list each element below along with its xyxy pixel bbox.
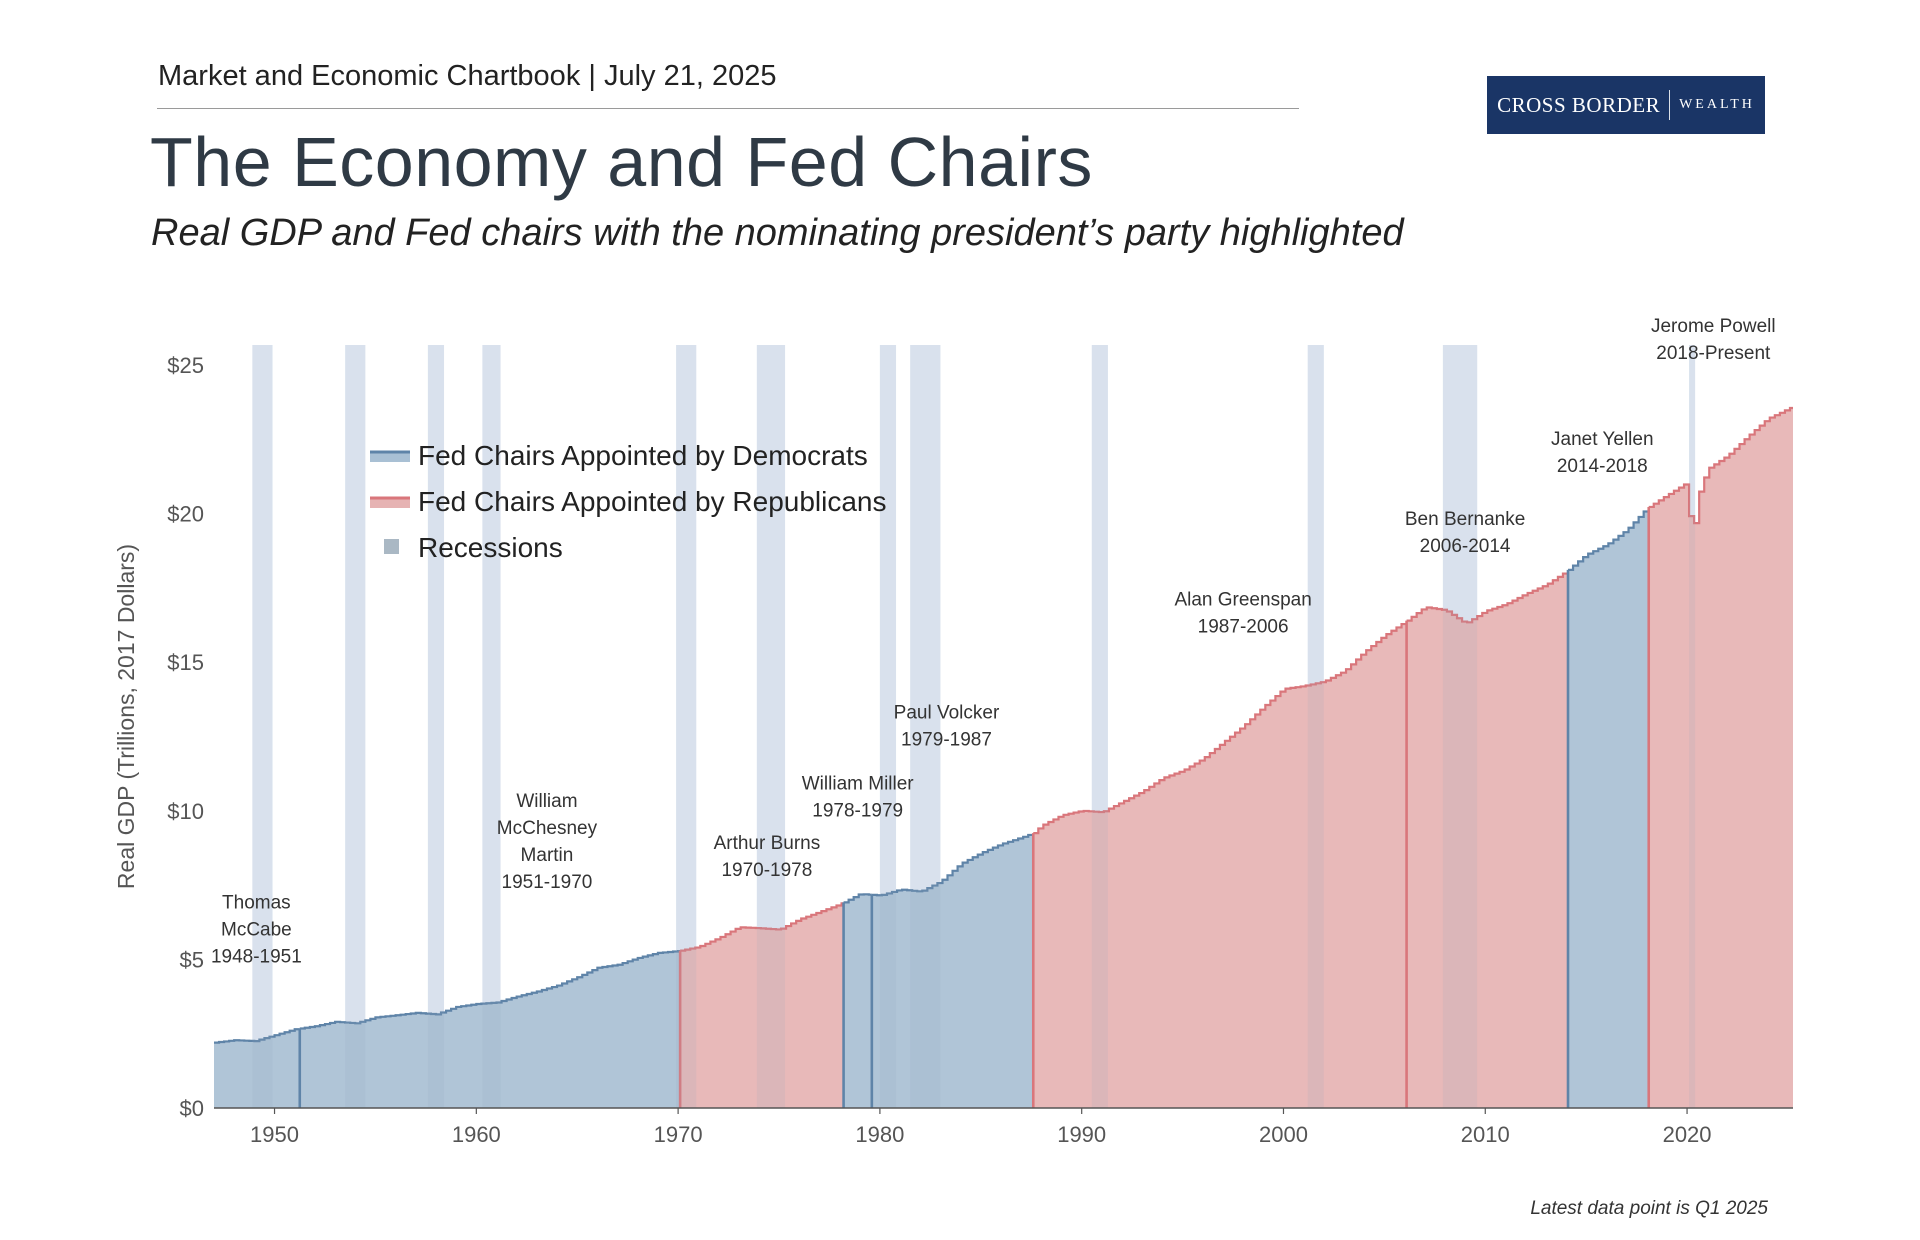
chair-label: Jerome Powell	[1651, 316, 1776, 337]
report-kicker: Market and Economic Chartbook | July 21,…	[158, 60, 777, 92]
y-tick-label: $25	[167, 353, 204, 378]
gdp-area-democrat	[214, 1029, 300, 1108]
y-tick-label: $5	[180, 947, 204, 972]
x-tick-label: 1960	[452, 1122, 501, 1147]
page-subtitle: Real GDP and Fed chairs with the nominat…	[151, 212, 1404, 254]
recession-overlay	[1307, 345, 1324, 1108]
y-tick-label: $0	[180, 1096, 204, 1121]
y-tick-label: $10	[167, 799, 204, 824]
chair-label: 2006-2014	[1420, 536, 1511, 557]
x-tick-label: 2000	[1259, 1122, 1308, 1147]
chair-label: Thomas	[222, 892, 291, 913]
gdp-area-democrat	[871, 834, 1034, 1108]
legend-swatch-recession	[384, 539, 399, 554]
chair-label: 1951-1970	[502, 872, 593, 893]
chair-label: 2018-Present	[1656, 343, 1771, 364]
header-divider	[157, 108, 1299, 109]
chair-label: Janet Yellen	[1551, 429, 1654, 450]
chair-label: Alan Greenspan	[1174, 589, 1311, 610]
chair-label: 2014-2018	[1557, 456, 1648, 477]
gdp-area-democrat	[299, 951, 681, 1108]
y-tick-label: $15	[167, 650, 204, 675]
legend-label: Fed Chairs Appointed by Republicans	[418, 486, 887, 517]
gdp-line-republican	[1406, 572, 1569, 624]
chair-label: William Miller	[802, 774, 915, 795]
gdp-line-democrat	[1568, 510, 1649, 571]
gdp-area-democrat	[843, 894, 872, 1108]
x-tick-label: 1990	[1057, 1122, 1106, 1147]
x-tick-label: 2020	[1663, 1122, 1712, 1147]
chair-label: McChesney	[497, 818, 598, 839]
gdp-line-democrat	[299, 949, 681, 1030]
logo-main-text: CROSS BORDER	[1497, 92, 1661, 117]
recession-overlay	[427, 345, 445, 1108]
chair-label: 1987-2006	[1198, 616, 1289, 637]
gdp-area-democrat	[1568, 511, 1649, 1108]
chair-label: William	[516, 791, 577, 812]
gdp-line-republican	[1033, 622, 1407, 835]
chair-label: 1979-1987	[901, 729, 992, 750]
gdp-area-republican	[1406, 573, 1569, 1108]
legend-label: Fed Chairs Appointed by Democrats	[418, 440, 868, 471]
x-tick-label: 1980	[855, 1122, 904, 1147]
chair-label: 1948-1951	[211, 946, 302, 967]
chair-label: 1970-1978	[721, 860, 812, 881]
chair-label: McCabe	[221, 919, 292, 940]
x-tick-label: 1950	[250, 1122, 299, 1147]
chair-label: Ben Bernanke	[1405, 509, 1525, 530]
logo-divider	[1669, 90, 1671, 120]
recession-band	[482, 345, 501, 1108]
gdp-line-democrat	[214, 1028, 300, 1044]
recession-overlay	[252, 345, 273, 1108]
recession-band	[427, 345, 445, 1108]
gdp-area-republican	[680, 903, 844, 1108]
recession-overlay	[345, 345, 366, 1108]
recession-overlay	[879, 345, 897, 1108]
recession-band	[345, 345, 366, 1108]
recession-overlay	[1689, 345, 1696, 1108]
gdp-line-democrat	[871, 833, 1034, 897]
page-title: The Economy and Fed Chairs	[150, 123, 1093, 201]
gdp-area-republican	[1033, 624, 1407, 1108]
legend-swatch-republican	[370, 498, 410, 508]
chair-label: Martin	[521, 845, 574, 866]
recession-band	[252, 345, 273, 1108]
x-tick-label: 2010	[1461, 1122, 1510, 1147]
brand-logo: CROSS BORDER WEALTH	[1487, 76, 1765, 134]
y-axis-label: Real GDP (Trillions, 2017 Dollars)	[113, 544, 139, 889]
gdp-line-democrat	[843, 893, 872, 904]
recession-overlay	[910, 345, 941, 1108]
chair-label: Paul Volcker	[894, 702, 1000, 723]
recession-overlay	[676, 345, 697, 1108]
gdp-area-republican	[1648, 408, 1793, 1108]
chair-label: Arthur Burns	[714, 833, 821, 854]
gdp-line-republican	[680, 902, 844, 952]
y-tick-label: $20	[167, 502, 204, 527]
recession-overlay	[1442, 345, 1478, 1108]
gdp-line-republican	[1648, 406, 1793, 525]
legend-swatch-democrat	[370, 452, 410, 462]
legend-label: Recessions	[418, 532, 563, 563]
chair-label: 1978-1979	[812, 801, 903, 822]
footnote: Latest data point is Q1 2025	[1530, 1198, 1768, 1219]
recession-band	[676, 345, 697, 1108]
recession-overlay	[756, 345, 786, 1108]
logo-sub-text: WEALTH	[1679, 97, 1755, 112]
recession-overlay	[1091, 345, 1108, 1108]
recession-overlay	[482, 345, 501, 1108]
x-tick-label: 1970	[654, 1122, 703, 1147]
